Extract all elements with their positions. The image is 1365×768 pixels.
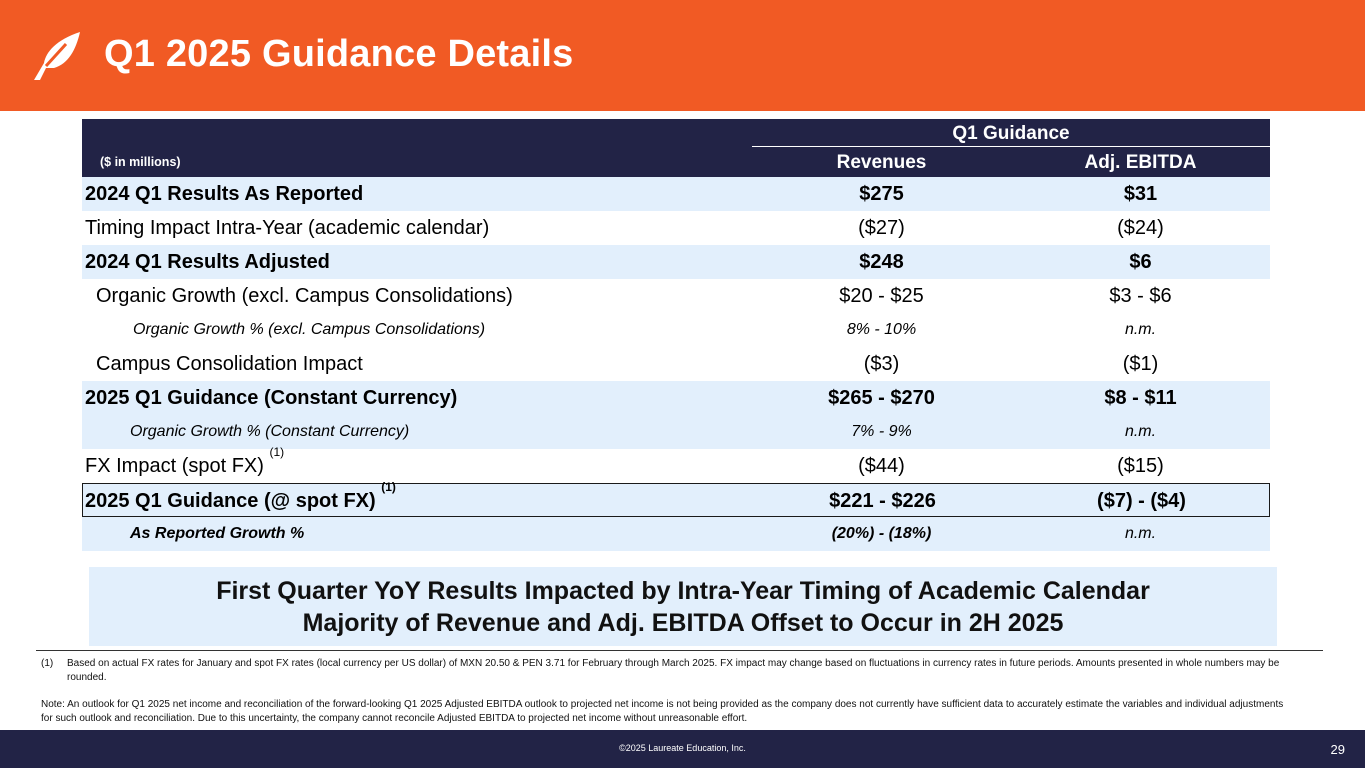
footnote-ref: (1) — [269, 445, 285, 459]
disclaimer-note: Note: An outlook for Q1 2025 net income … — [41, 699, 1284, 724]
column-header-adj-ebitda: Adj. EBITDA — [1084, 152, 1197, 173]
table-row: 2025 Q1 Guidance (Constant Currency) $26… — [82, 381, 1270, 415]
revenues-value: 7% - 9% — [851, 423, 912, 440]
table-row: 2024 Q1 Results As Reported $275 $31 — [82, 177, 1270, 211]
revenues-value: $248 — [859, 251, 904, 273]
ebitda-value: ($7) - ($4) — [1097, 490, 1186, 512]
page-number: 29 — [1330, 742, 1345, 757]
row-label: Organic Growth % (Constant Currency) — [130, 423, 410, 440]
table-row-highlighted: 2025 Q1 Guidance (@ spot FX) (1) $221 - … — [82, 481, 1270, 518]
row-label: 2024 Q1 Results Adjusted — [85, 251, 330, 273]
ebitda-value: $6 — [1129, 251, 1152, 273]
revenues-value: $265 - $270 — [828, 387, 935, 409]
laureate-leaf-icon — [34, 32, 80, 80]
ebitda-value: ($24) — [1117, 217, 1164, 239]
callout-line-1: First Quarter YoY Results Impacted by In… — [216, 577, 1150, 605]
table-row: 2024 Q1 Results Adjusted $248 $6 — [82, 245, 1270, 279]
revenues-value: $221 - $226 — [829, 490, 936, 512]
ebitda-value: n.m. — [1124, 423, 1157, 440]
table-row: As Reported Growth % (20%) - (18%) n.m. — [82, 517, 1270, 551]
guidance-table: ($ in millions) Q1 Guidance Revenues Adj… — [82, 119, 1270, 551]
row-label: 2025 Q1 Guidance (Constant Currency) — [85, 387, 458, 409]
callout-line-2: Majority of Revenue and Adj. EBITDA Offs… — [302, 609, 1064, 637]
ebitda-value: n.m. — [1124, 321, 1157, 338]
table-row: Organic Growth % (excl. Campus Consolida… — [82, 313, 1270, 347]
row-label-text: 2025 Q1 Guidance (@ spot FX) — [85, 490, 376, 512]
ebitda-value: $8 - $11 — [1104, 387, 1177, 409]
revenues-value: ($3) — [863, 353, 900, 375]
row-label: 2024 Q1 Results As Reported — [85, 183, 364, 205]
footer-bar: ©2025 Laureate Education, Inc. 29 — [0, 730, 1365, 768]
group-header: Q1 Guidance — [952, 123, 1070, 144]
units-label: ($ in millions) — [100, 155, 181, 169]
ebitda-value: ($15) — [1117, 455, 1164, 477]
copyright-text: ©2025 Laureate Education, Inc. — [619, 743, 746, 753]
key-message-callout: First Quarter YoY Results Impacted by In… — [89, 567, 1277, 646]
footnote-divider — [36, 650, 1323, 651]
row-label: 2025 Q1 Guidance (@ spot FX) (1) — [85, 481, 396, 518]
row-label: Campus Consolidation Impact — [96, 353, 363, 375]
page-title: Q1 2025 Guidance Details — [104, 33, 574, 75]
footnote-text: Based on actual FX rates for January and… — [67, 658, 1280, 683]
row-label: FX Impact (spot FX) (1) — [85, 446, 284, 483]
table-row: Campus Consolidation Impact ($3) ($1) — [82, 347, 1270, 381]
row-label: Timing Impact Intra-Year (academic calen… — [85, 217, 490, 239]
table-header: ($ in millions) Q1 Guidance Revenues Adj… — [82, 119, 1270, 177]
row-label: As Reported Growth % — [130, 525, 305, 542]
revenues-value: (20%) - (18%) — [831, 525, 932, 542]
table-row: Organic Growth % (Constant Currency) 7% … — [82, 415, 1270, 449]
footnote-ref: (1) — [381, 480, 396, 494]
column-header-revenues: Revenues — [836, 152, 927, 173]
row-label: Organic Growth (excl. Campus Consolidati… — [96, 285, 513, 307]
ebitda-value: $31 — [1123, 183, 1158, 205]
footnote-number: (1) — [41, 658, 54, 669]
revenues-value: $275 — [859, 183, 904, 205]
table-row: Timing Impact Intra-Year (academic calen… — [82, 211, 1270, 245]
footnote-1: (1) Based on actual FX rates for January… — [41, 657, 1286, 685]
ebitda-value: n.m. — [1124, 525, 1157, 542]
ebitda-value: ($1) — [1122, 353, 1159, 375]
revenues-value: 8% - 10% — [846, 321, 917, 338]
header-bar: Q1 2025 Guidance Details — [0, 0, 1365, 111]
revenues-value: $20 - $25 — [839, 285, 924, 307]
row-label-text: FX Impact (spot FX) — [85, 455, 264, 477]
revenues-value: ($27) — [858, 217, 905, 239]
table-row: Organic Growth (excl. Campus Consolidati… — [82, 279, 1270, 313]
revenues-value: ($44) — [858, 455, 905, 477]
row-label: Organic Growth % (excl. Campus Consolida… — [133, 321, 486, 338]
group-header-rule — [752, 146, 1270, 147]
table-row: FX Impact (spot FX) (1) ($44) ($15) — [82, 446, 1270, 483]
ebitda-value: $3 - $6 — [1109, 285, 1172, 307]
